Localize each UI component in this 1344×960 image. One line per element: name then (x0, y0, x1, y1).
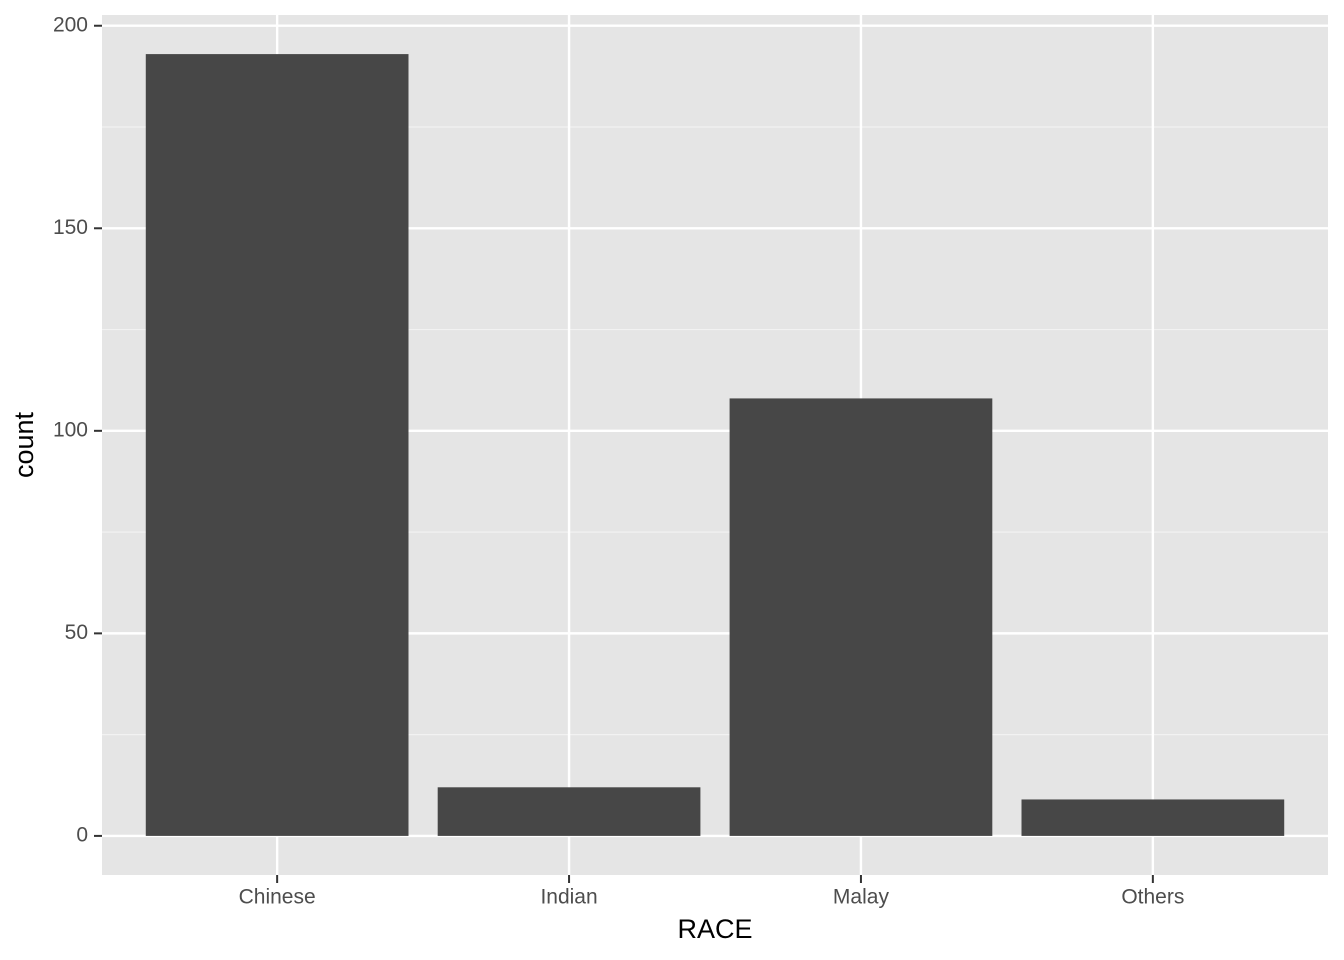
x-axis-title: RACE (677, 914, 752, 944)
x-tick-label: Indian (540, 886, 597, 909)
x-tick-label: Malay (833, 886, 890, 909)
x-tick-label: Chinese (239, 886, 316, 909)
y-tick-label: 0 (76, 823, 88, 846)
y-tick-label: 150 (53, 216, 88, 239)
y-tick-label: 100 (53, 418, 88, 441)
bar (145, 54, 409, 836)
y-tick-label: 200 (53, 13, 88, 36)
marks (145, 54, 1285, 836)
bar (437, 787, 701, 836)
bar (1021, 799, 1285, 836)
y-tick-label: 50 (65, 621, 88, 644)
y-axis-title: count (9, 411, 39, 478)
bar (729, 398, 993, 836)
x-tick-label: Others (1121, 886, 1184, 909)
